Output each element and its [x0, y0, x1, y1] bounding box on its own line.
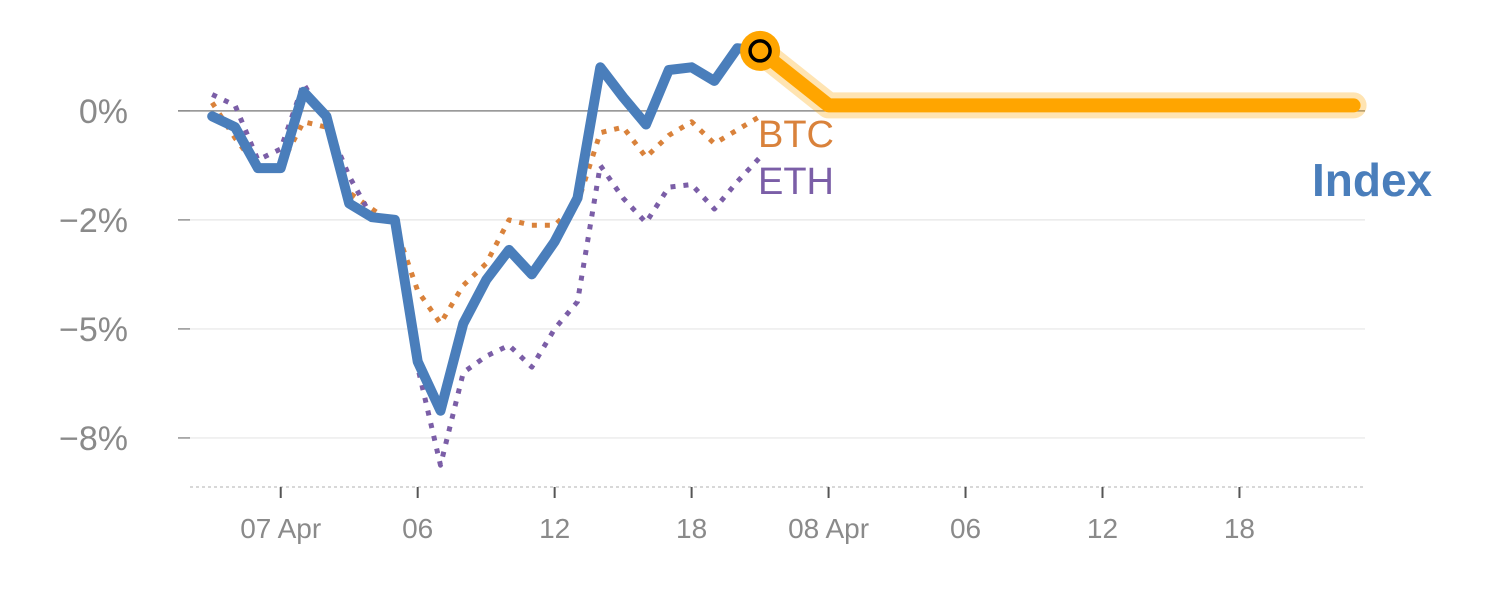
- y-tick-label: −8%: [59, 420, 128, 458]
- x-tick-label: 08 Apr: [788, 513, 869, 544]
- x-tick-label: 06: [402, 513, 433, 544]
- x-tick-label: 06: [950, 513, 981, 544]
- x-tick-label: 12: [539, 513, 570, 544]
- marker-halo: [740, 30, 781, 71]
- marker-point: [748, 39, 772, 63]
- highlight-glow: [747, 37, 1367, 119]
- y-tick-label: −5%: [59, 311, 128, 349]
- eth-series-label: ETH: [758, 161, 834, 203]
- x-tick-label: 18: [676, 513, 707, 544]
- series-layer: [207, 43, 766, 468]
- highlight-layer: [740, 30, 1367, 119]
- highlight-line: [753, 43, 1361, 113]
- btc-series-line: [210, 101, 762, 326]
- x-tick-label: 07 Apr: [240, 513, 321, 544]
- x-tick-label: 12: [1087, 513, 1118, 544]
- index-series-label: Index: [1312, 154, 1433, 206]
- y-tick-label: 0%: [79, 93, 128, 131]
- x-tick-label: 18: [1224, 513, 1255, 544]
- y-axis-ticks: 0% −2% −5% −8%: [59, 93, 190, 458]
- btc-series-label: BTC: [758, 114, 834, 156]
- index-series-line: [207, 43, 766, 416]
- x-axis-ticks: 07 Apr 06 12 18 08 Apr 06 12 18: [190, 486, 1365, 544]
- grid-layer: [178, 110, 1365, 439]
- y-tick-label: −2%: [59, 202, 128, 240]
